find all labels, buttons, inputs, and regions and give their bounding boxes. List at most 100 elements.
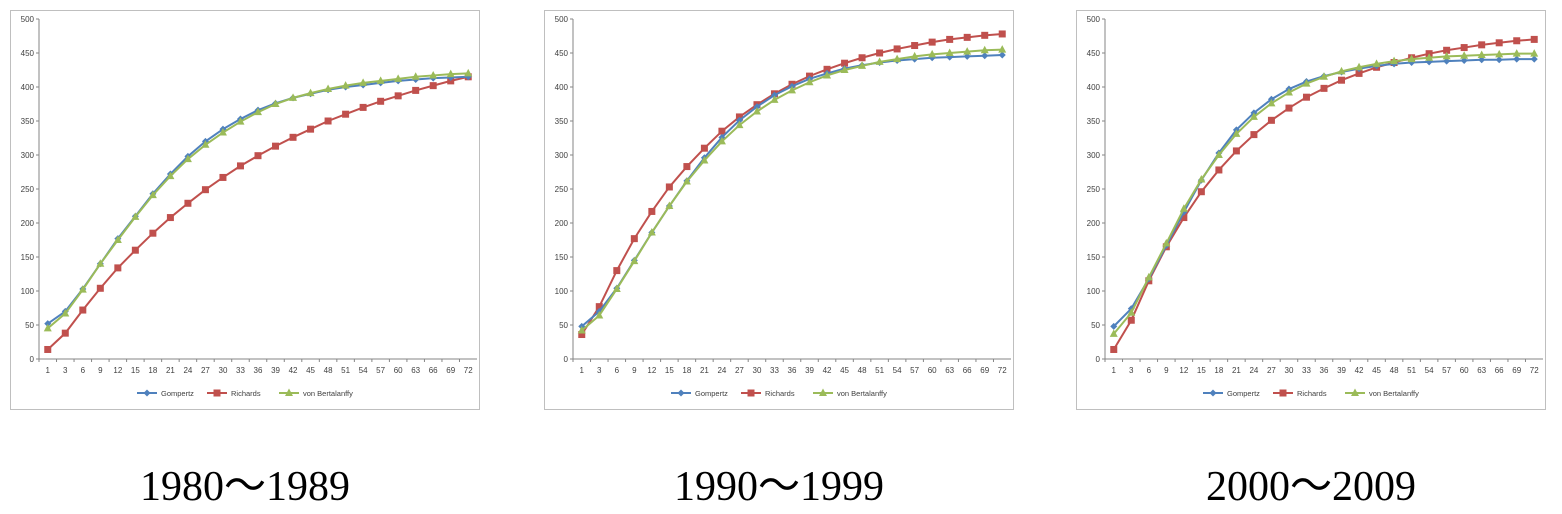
x-tick-label: 27 [735, 366, 744, 375]
y-tick-label: 450 [555, 49, 569, 58]
series-von-bertalanffy-point [1390, 56, 1399, 65]
x-tick-label: 9 [632, 366, 637, 375]
series-richards-point [1338, 76, 1346, 84]
x-tick-label: 42 [1355, 366, 1364, 375]
series-von-bertalanffy-point [254, 107, 262, 116]
x-tick-label: 60 [928, 366, 937, 375]
series-richards-point [613, 267, 621, 275]
series-von-bertalanffy-point [1337, 66, 1346, 75]
series-von-bertalanffy-point [1267, 98, 1276, 107]
series-richards [1110, 35, 1538, 353]
series-richards-point [665, 183, 673, 191]
series-richards-point [648, 207, 656, 215]
caption-1990s: 1990～1999 [673, 464, 884, 510]
series-von-bertalanffy-point [647, 228, 656, 236]
legend-von-bertalanffy-label: von Bertalanffy [837, 389, 887, 398]
x-tick-label: 60 [1460, 366, 1469, 375]
series-von-bertalanffy-point [78, 285, 87, 293]
y-tick-label: 300 [555, 151, 569, 160]
x-tick-label: 3 [597, 366, 602, 375]
series-von-bertalanffy-point [963, 47, 972, 55]
series-richards-point [166, 214, 174, 222]
series-von-bertalanffy-point [1302, 79, 1311, 87]
series-gompertz-point [1110, 322, 1118, 330]
series-von-bertalanffy [577, 45, 1007, 334]
series-richards-point [841, 59, 849, 67]
series-richards-point [1513, 37, 1521, 45]
x-tick-label: 6 [1147, 366, 1152, 375]
series-gompertz-point [963, 52, 971, 60]
x-tick-label: 72 [464, 366, 473, 375]
x-tick-label: 51 [1407, 366, 1416, 375]
x-tick-label: 15 [131, 366, 140, 375]
series-von-bertalanffy-point [1249, 112, 1258, 120]
x-tick-label: 45 [840, 366, 849, 375]
series-richards-point [1232, 147, 1240, 155]
series-richards-point [998, 30, 1006, 38]
legend: Gompertz Richards von Bertalanffy [1203, 388, 1419, 398]
series-gompertz [1110, 55, 1538, 330]
series-von-bertalanffy-point [910, 51, 919, 60]
series-richards-point [114, 264, 122, 272]
legend-gompertz-point [677, 389, 685, 397]
series-richards-point [928, 38, 936, 46]
y-tick-label: 150 [555, 253, 569, 262]
series-von-bertalanffy-point [1144, 272, 1153, 281]
series-von-bertalanffy-point [236, 117, 245, 125]
x-tick-label: 51 [341, 366, 350, 375]
series-richards-point [359, 103, 367, 111]
series-von-bertalanffy-point [376, 76, 385, 84]
series-richards-point [893, 45, 901, 53]
y-tick-label: 500 [555, 15, 569, 24]
x-tick-label: 1 [46, 366, 51, 375]
x-tick-label: 30 [753, 366, 762, 375]
series-von-bertalanffy-point [201, 140, 210, 148]
x-tick-label: 66 [429, 366, 438, 375]
x-tick-label: 63 [945, 366, 954, 375]
x-tick-label: 12 [113, 366, 122, 375]
series-richards-point [1110, 345, 1118, 353]
legend-gompertz-point [1209, 389, 1217, 397]
legend-richards-point [747, 389, 755, 397]
series-richards-point [858, 54, 866, 62]
series-von-bertalanffy-point [289, 93, 298, 101]
series-richards-point [96, 284, 104, 292]
series-von-bertalanffy-point [682, 177, 691, 185]
x-tick-label: 3 [1129, 366, 1134, 375]
series-gompertz-line [1113, 58, 1535, 328]
y-tick-label: 0 [30, 355, 35, 364]
series-richards-point [823, 65, 831, 73]
x-tick-label: 33 [236, 366, 245, 375]
x-tick-label: 57 [910, 366, 919, 375]
series-richards-point [394, 92, 402, 100]
series-gompertz-point [998, 51, 1006, 59]
series-richards-point [876, 49, 884, 57]
x-tick-label: 57 [1442, 366, 1451, 375]
legend-gompertz-point [143, 389, 151, 397]
series-von-bertalanffy-point [166, 171, 175, 180]
series-von-bertalanffy-point [1372, 59, 1381, 67]
y-tick-label: 100 [555, 287, 569, 296]
series-von-bertalanffy-point [1109, 329, 1118, 337]
series-richards-point [149, 229, 157, 237]
y-tick-label: 350 [1087, 117, 1101, 126]
y-tick-label: 200 [555, 219, 569, 228]
x-tick-label: 12 [647, 366, 656, 375]
y-tick-label: 400 [21, 83, 35, 92]
series-von-bertalanffy-point [980, 45, 989, 54]
series-von-bertalanffy-point [1355, 62, 1364, 71]
x-tick-label: 36 [254, 366, 263, 375]
series-richards-point [630, 235, 638, 243]
y-tick-label: 250 [555, 185, 569, 194]
series-von-bertalanffy-point [446, 69, 455, 78]
series-von-bertalanffy-point [1179, 204, 1188, 212]
series-von-bertalanffy-point [998, 45, 1007, 53]
series-gompertz-point [1478, 56, 1486, 64]
y-tick-label: 100 [21, 287, 35, 296]
x-tick-label: 18 [682, 366, 691, 375]
series-gompertz-point [753, 103, 761, 111]
x-tick-label: 39 [805, 366, 814, 375]
series-richards-point [1127, 316, 1135, 324]
